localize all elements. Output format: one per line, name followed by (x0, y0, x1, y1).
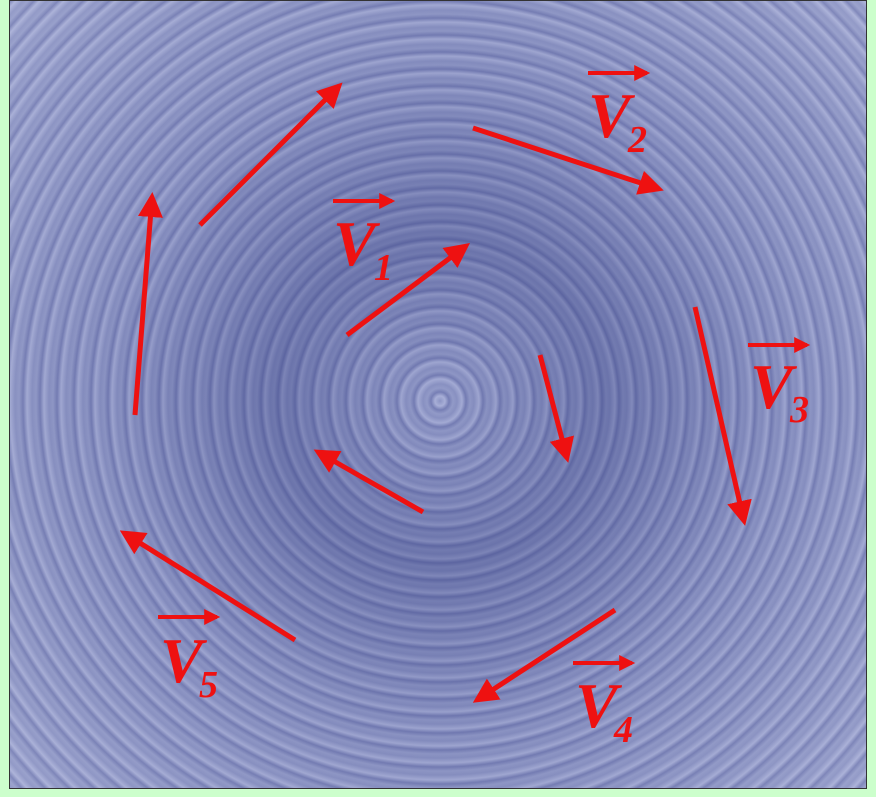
arrow (124, 533, 295, 640)
arrow (318, 452, 423, 512)
page: V 1 V 2 V 3 V 4 V 5 (() => { const data … (0, 0, 876, 797)
arrow (200, 86, 339, 225)
vector-label: V 2 (588, 73, 647, 161)
arrow (540, 355, 567, 458)
diagram: V 1 V 2 V 3 V 4 V 5 (0, 0, 876, 797)
flow-arrows (124, 86, 744, 700)
vector-label: V 4 (573, 663, 633, 751)
arrow (695, 307, 744, 521)
label-subscript: 1 (374, 247, 393, 289)
label-subscript: 4 (613, 709, 633, 751)
label-subscript: 3 (789, 389, 809, 431)
label-subscript: 2 (627, 119, 647, 161)
vector-label: V 5 (158, 617, 218, 706)
vector-label: V 3 (748, 345, 809, 431)
label-subscript: 5 (199, 664, 218, 706)
vector-label: V 1 (333, 201, 393, 289)
arrow (135, 197, 152, 415)
